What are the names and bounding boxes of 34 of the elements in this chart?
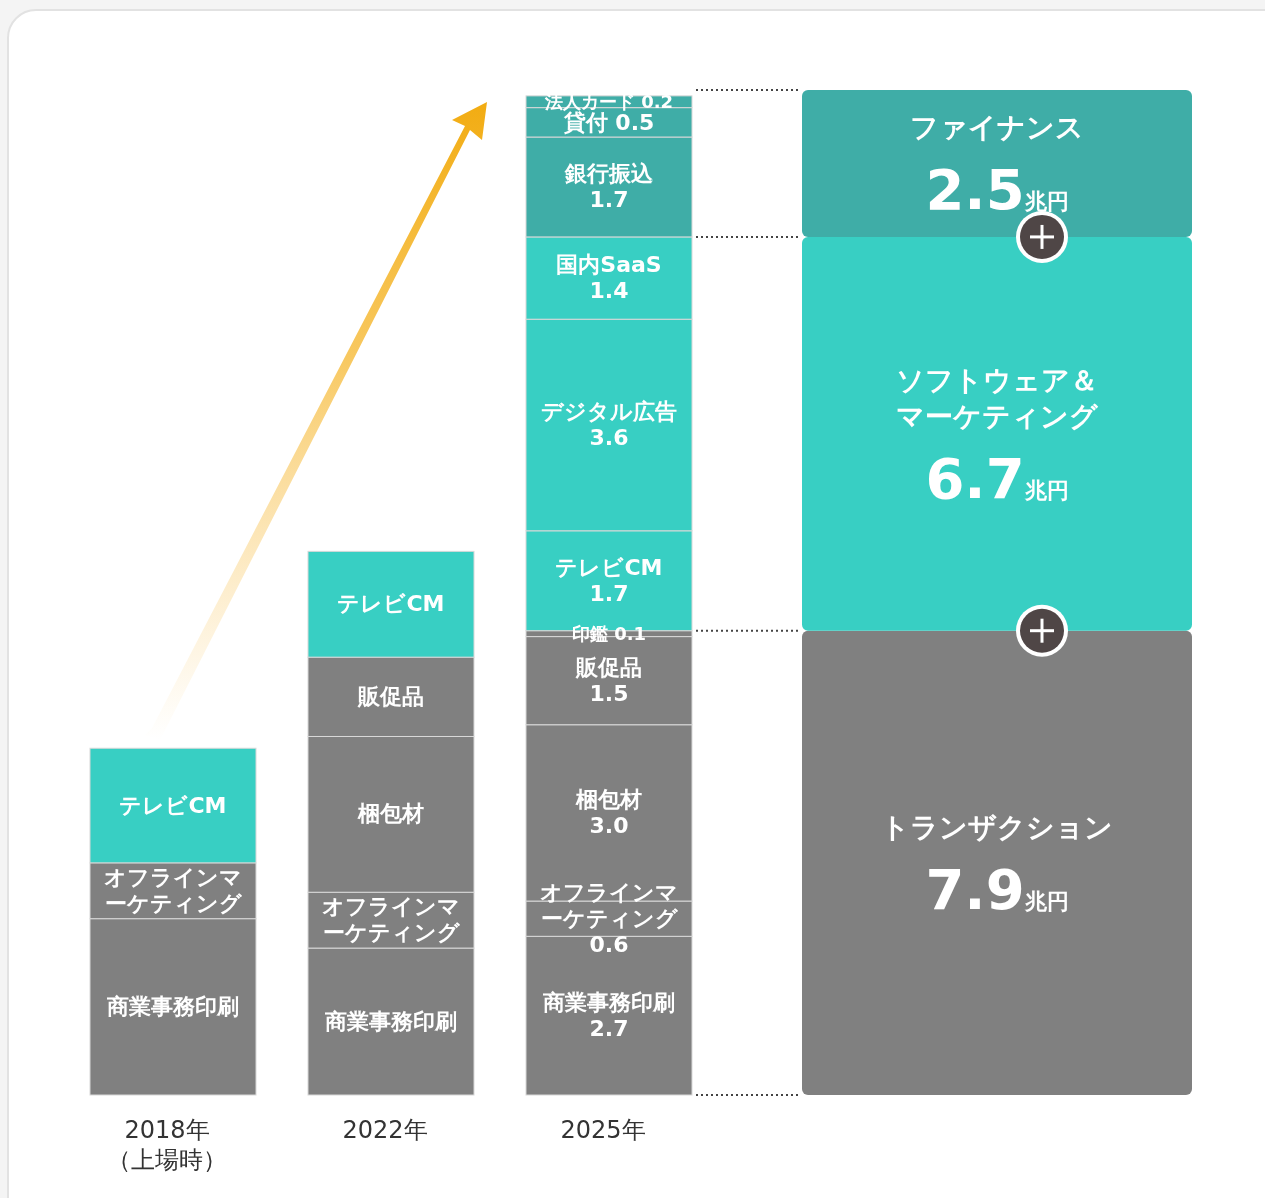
data-label: 2.5兆円 <box>925 157 1069 223</box>
text: 貸付 0.5 <box>563 110 655 136</box>
series-label: テレビCM <box>555 554 663 580</box>
x-tick-label: 2018年（上場時） <box>107 1116 227 1174</box>
text: テレビCM <box>119 792 227 818</box>
series-label: ファイナンス <box>910 111 1084 145</box>
data-label: 3.6 <box>589 425 629 450</box>
data-label: 3.0 <box>589 812 629 838</box>
series-label: 販促品 <box>575 654 642 680</box>
series-label: トランザクション <box>881 810 1113 844</box>
text: テレビCM <box>337 591 445 617</box>
text: 梱包材 <box>576 786 642 812</box>
series-label: 銀行振込 <box>564 160 654 186</box>
data-label: 1.5 <box>589 680 629 706</box>
series-label: ソフトウェア＆マーケティング <box>896 363 1099 433</box>
text: 商業事務印刷 <box>325 1008 457 1034</box>
series-label: 梱包材 <box>357 801 424 827</box>
series-label: デジタル広告 <box>541 399 677 424</box>
x-tick-label: 2022年 <box>342 1116 428 1144</box>
data-label: 7.9兆円 <box>925 856 1069 922</box>
text: オフラインマーケティング <box>540 879 678 931</box>
data-label: 6.7兆円 <box>925 445 1069 511</box>
series-label: オフラインマーケティング <box>322 894 460 946</box>
x-tick-label: 2025年 <box>560 1116 646 1144</box>
series-label: 商業事務印刷 <box>106 993 239 1019</box>
text: 商業事務印刷 <box>543 989 675 1015</box>
data-label: 1.7 <box>589 186 629 212</box>
text: オフラインマーケティング <box>104 864 242 916</box>
data-label: 1.7 <box>589 580 629 606</box>
data-label: 1.4 <box>589 278 629 304</box>
data-label: 0.6 <box>589 931 629 957</box>
data-label: 2.7 <box>589 1015 629 1041</box>
series-label: 国内SaaS <box>556 252 662 278</box>
text: 販促品 <box>358 683 424 709</box>
